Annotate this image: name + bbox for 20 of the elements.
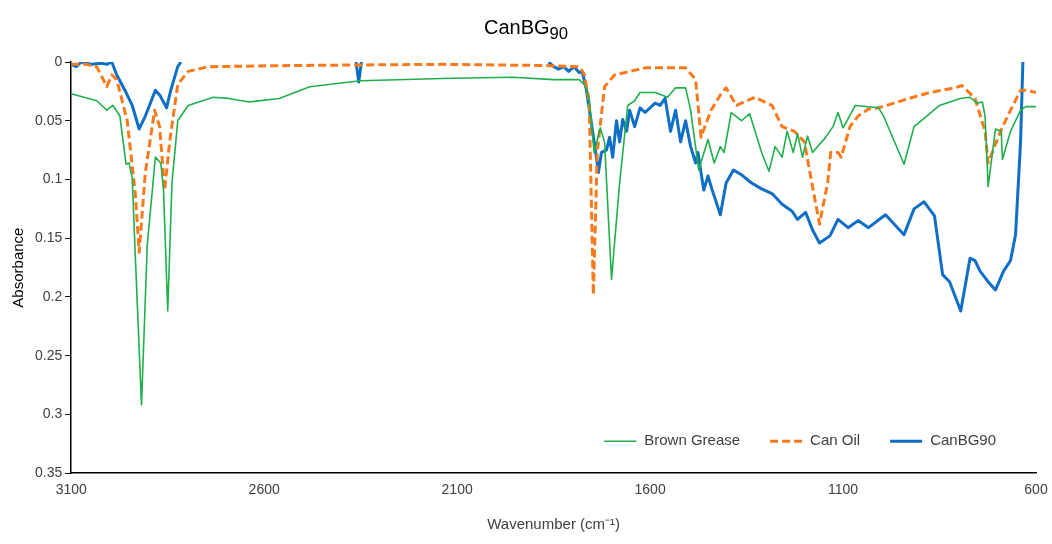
x-tick-label: 1600 xyxy=(634,481,666,498)
x-tick-label: 3100 xyxy=(55,481,88,498)
x-tick-label: 600 xyxy=(1024,481,1048,498)
y-tick-label: 0.35 xyxy=(35,464,63,481)
y-tick-label: 0.3 xyxy=(42,405,63,422)
x-tick-label: 2600 xyxy=(248,481,280,498)
y-tick-label: 0.1 xyxy=(42,170,63,187)
legend-label: CanBG90 xyxy=(930,431,996,449)
legend-label: Brown Grease xyxy=(644,431,741,449)
x-tick-label: 2100 xyxy=(441,481,473,498)
y-tick-label: 0.25 xyxy=(35,346,63,363)
x-tick-label: 1100 xyxy=(827,481,859,498)
legend-label: Can Oil xyxy=(810,431,861,449)
y-axis-title: Absorbance xyxy=(9,227,27,308)
chart-title: CanBG$_{90}$ xyxy=(482,16,570,44)
y-tick-label: 0.15 xyxy=(35,229,63,246)
y-tick-label: 0 xyxy=(54,52,63,69)
y-tick-label: 0.2 xyxy=(42,287,63,304)
x-axis-title: Wavenumber (cm⁻¹) xyxy=(487,515,621,533)
y-tick-label: 0.05 xyxy=(35,111,63,128)
